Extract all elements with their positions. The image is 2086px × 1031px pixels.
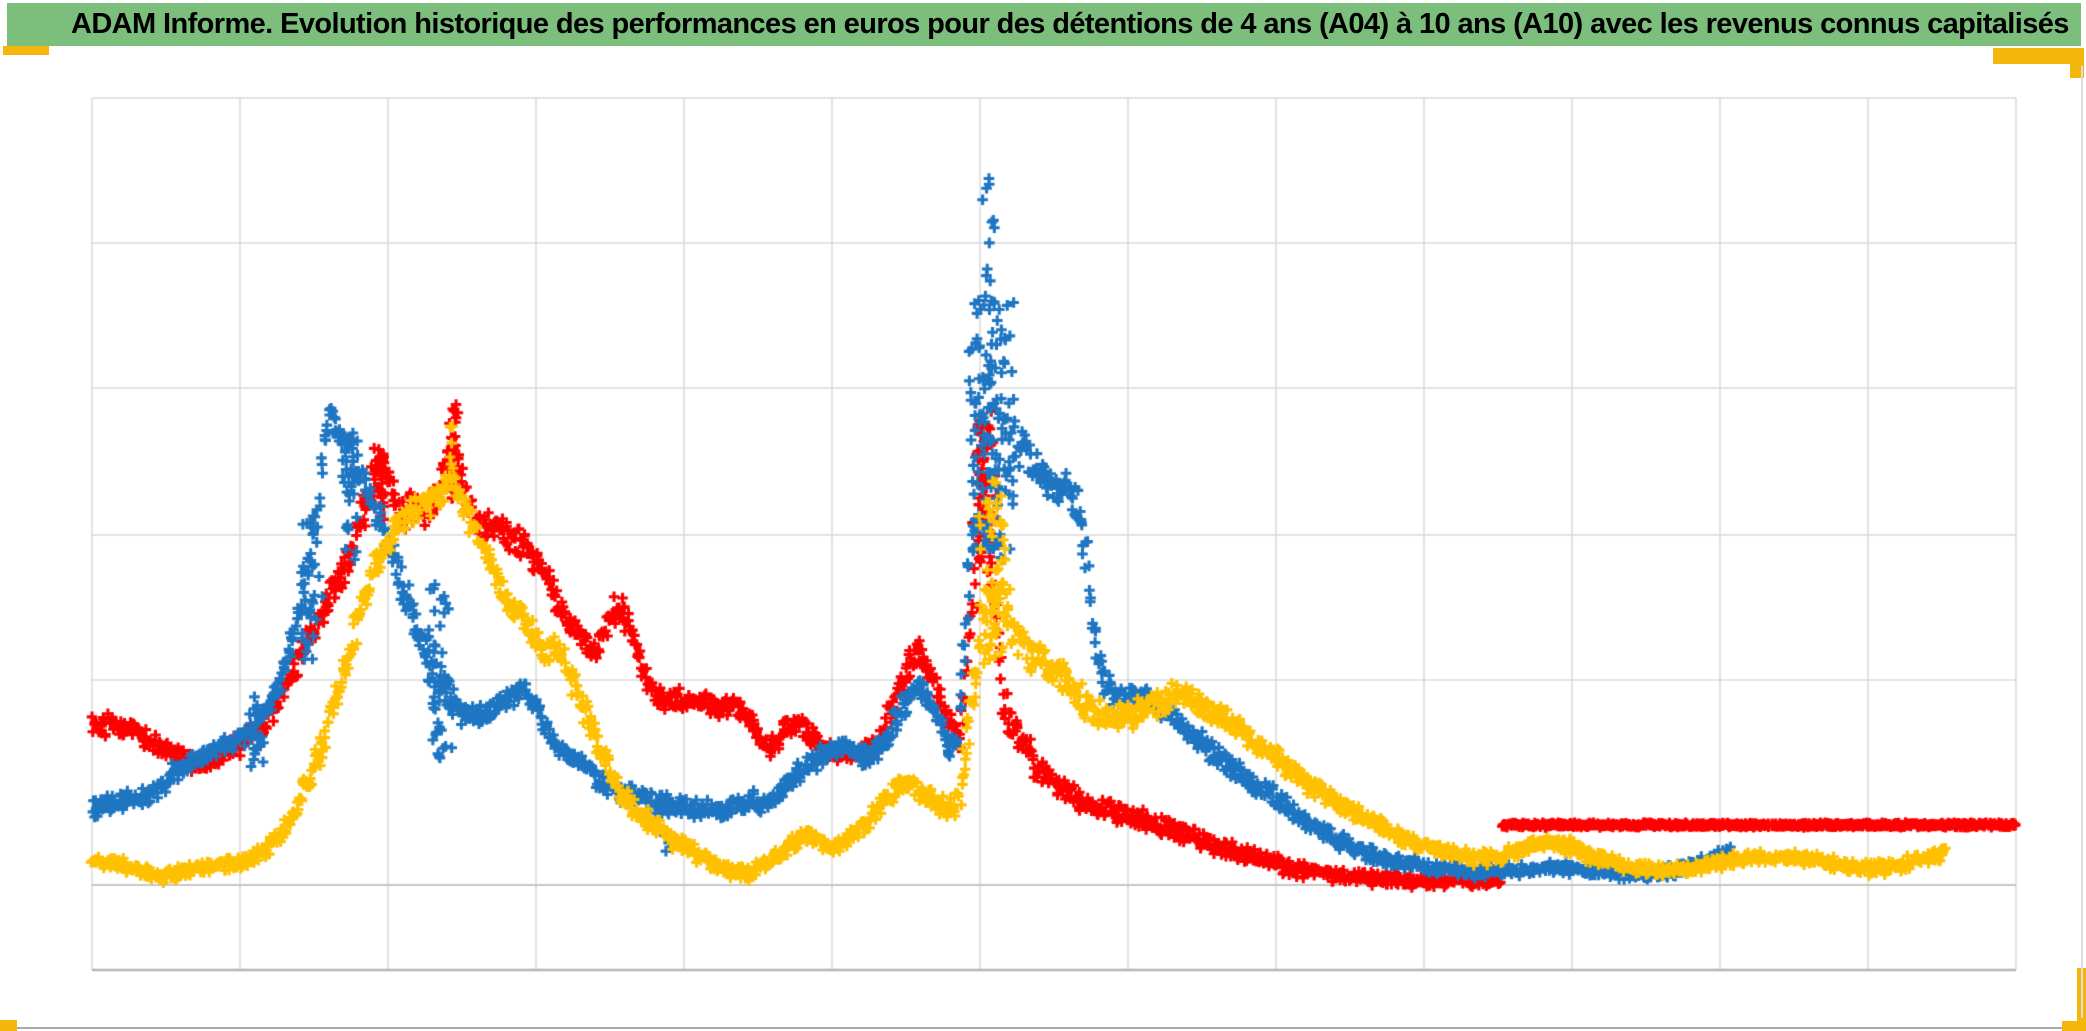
performance-chart-canvas [0, 0, 2086, 1031]
slide: ADAM Informe. Evolution historique des p… [0, 0, 2086, 1031]
